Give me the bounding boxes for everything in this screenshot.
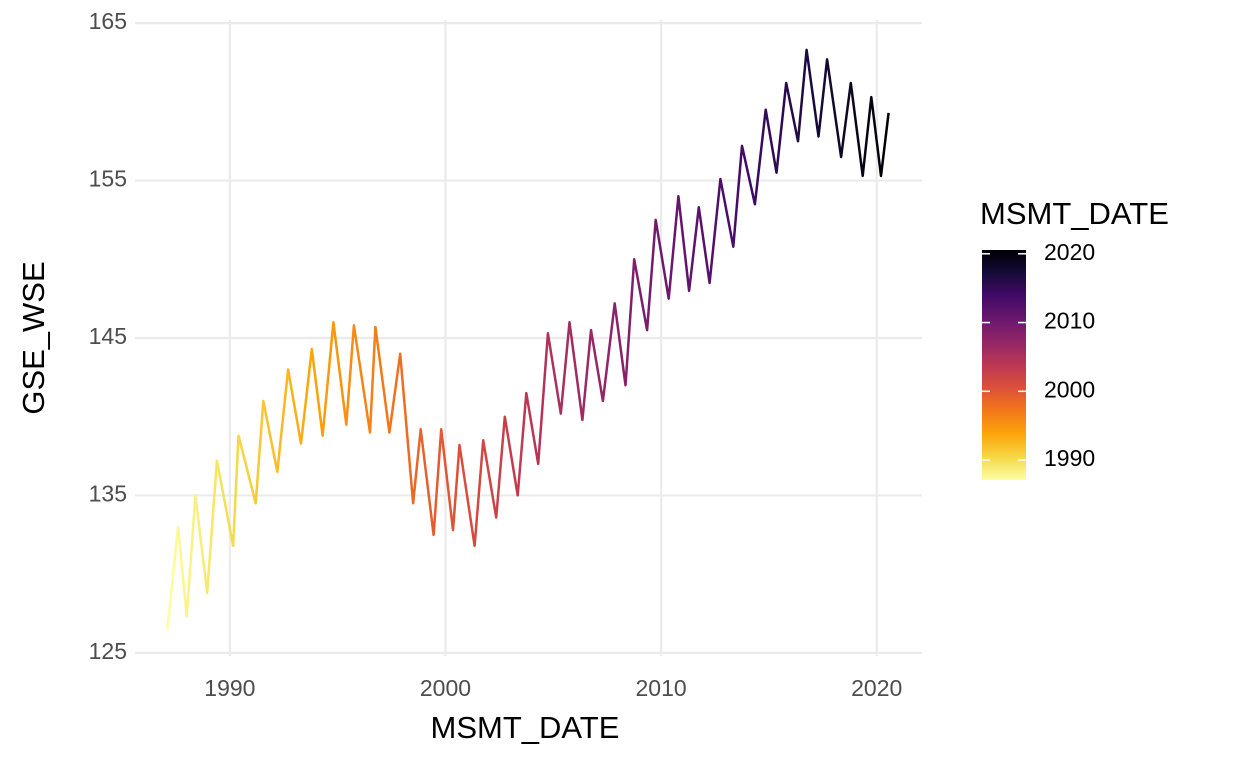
y-axis-title: GSE_WSE xyxy=(16,261,51,414)
legend-title: MSMT_DATE xyxy=(980,196,1169,231)
x-tick-label: 2000 xyxy=(420,675,471,701)
y-tick-label: 165 xyxy=(89,8,127,34)
x-tick-label: 2010 xyxy=(636,675,687,701)
legend-tick-label: 2010 xyxy=(1044,308,1095,334)
x-axis-title: MSMT_DATE xyxy=(431,710,620,745)
x-tick-label: 1990 xyxy=(204,675,255,701)
y-tick-label: 155 xyxy=(89,166,127,192)
y-tick-label: 135 xyxy=(89,481,127,507)
y-tick-label: 145 xyxy=(89,323,127,349)
colorbar xyxy=(982,250,1026,480)
legend-tick-label: 1990 xyxy=(1044,445,1095,471)
x-tick-label: 2020 xyxy=(851,675,902,701)
data-line xyxy=(166,48,890,630)
legend-tick-label: 2000 xyxy=(1044,376,1095,402)
y-tick-label: 125 xyxy=(89,638,127,664)
legend-tick-label: 2020 xyxy=(1044,239,1095,265)
